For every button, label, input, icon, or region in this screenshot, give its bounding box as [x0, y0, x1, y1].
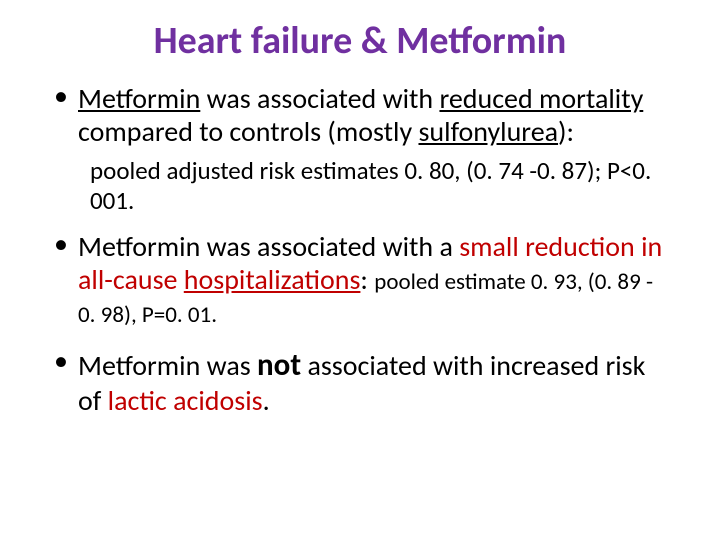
- b1-t2: compared to controls (mostly: [78, 114, 418, 149]
- b1-t1: was associated with: [200, 81, 439, 116]
- b3-t1: Metformin was: [78, 348, 257, 383]
- b2-hospitalizations: hospitalizations: [184, 262, 361, 297]
- b3-t3: .: [263, 383, 270, 418]
- b1-metformin: Metformin: [78, 81, 200, 116]
- slide: Heart failure & Metformin Metformin was …: [0, 0, 720, 540]
- bullet-list: Metformin was associated with reduced mo…: [50, 82, 670, 417]
- b1-reduced-mortality: reduced mortality: [439, 81, 643, 116]
- b3-not: not: [257, 346, 301, 384]
- b1-sulfonylurea: sulfonylurea: [418, 114, 558, 149]
- b1-t3: ):: [558, 114, 574, 149]
- bullet-1-sub: pooled adjusted risk estimates 0. 80, (0…: [50, 156, 670, 216]
- b2-t2: :: [360, 262, 374, 297]
- bullet-3: Metformin was not associated with increa…: [50, 347, 670, 417]
- bullet-1: Metformin was associated with reduced mo…: [50, 82, 670, 148]
- b2-t1: Metformin was associated with a: [78, 229, 459, 264]
- bullet-2: Metformin was associated with a small re…: [50, 230, 670, 329]
- b3-lactic: lactic acidosis: [108, 383, 263, 418]
- slide-title: Heart failure & Metformin: [50, 18, 670, 64]
